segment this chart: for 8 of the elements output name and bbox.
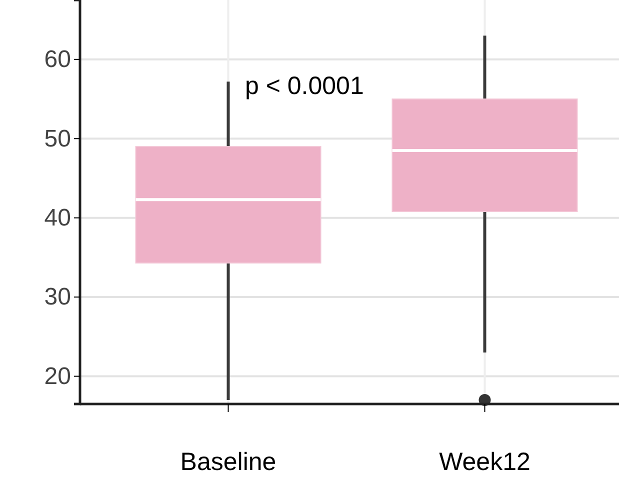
y-tick-label: 50 bbox=[44, 125, 71, 152]
y-tick-label: 30 bbox=[44, 284, 71, 311]
y-tick-label: 60 bbox=[44, 46, 71, 74]
x-tick-label: Week12 bbox=[439, 448, 530, 476]
annotation: p < 0.0001 bbox=[245, 72, 364, 100]
y-tick-label: 20 bbox=[44, 362, 71, 390]
x-tick-label: Baseline bbox=[180, 448, 276, 476]
y-tick-label: 40 bbox=[44, 204, 71, 232]
